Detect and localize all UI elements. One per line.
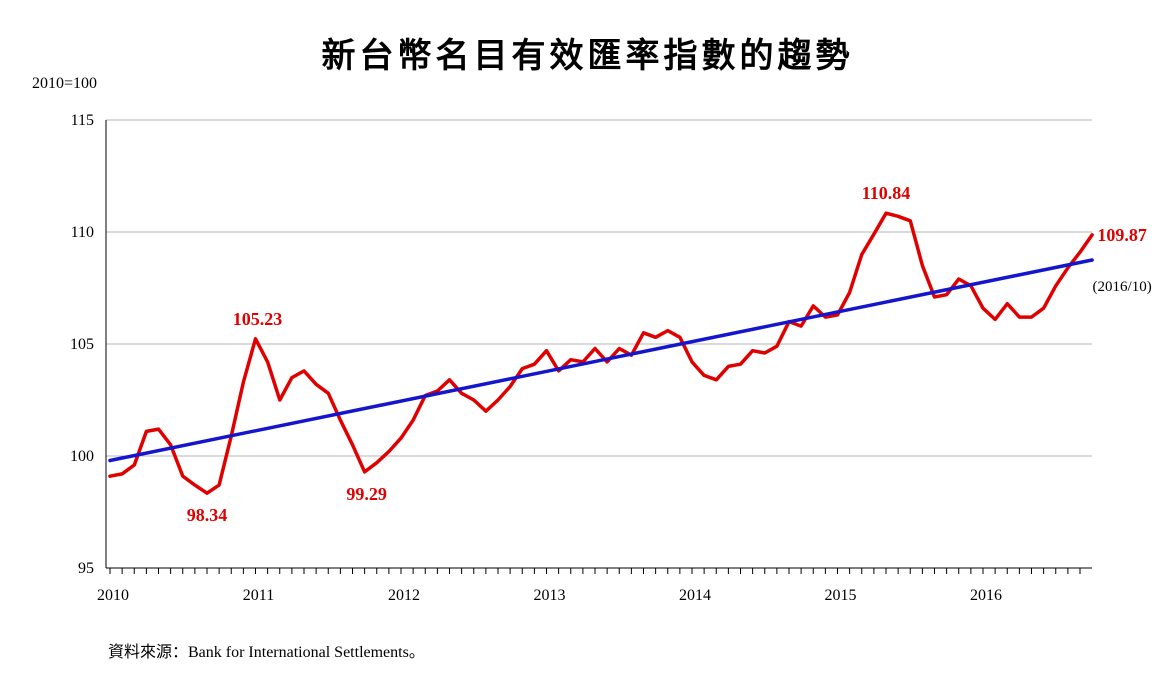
series-layer: [108, 211, 1094, 495]
chart-title: 新台幣名目有效匯率指數的趨勢: [321, 36, 854, 76]
data-label: 99.29: [346, 484, 387, 504]
axes: [105, 120, 1092, 574]
unit-label: 2010=100: [32, 75, 98, 92]
data-label: 98.34: [187, 505, 228, 525]
y-tick-label: 110: [71, 224, 94, 241]
x-tick-label: 2014: [679, 587, 711, 604]
series-line: [108, 211, 1094, 495]
data-label: 109.87: [1097, 225, 1147, 245]
x-tick-label: 2013: [534, 587, 566, 604]
source-note: 資料來源：Bank for International Settlements。: [108, 644, 425, 661]
y-tick-label: 105: [70, 336, 94, 353]
date-note: (2016/10): [1093, 279, 1152, 295]
y-tick-label: 100: [70, 448, 94, 465]
x-tick-label: 2015: [825, 587, 857, 604]
gridlines: [106, 119, 1092, 457]
annotations: 98.34 105.23 99.29 110.84 109.87 (2016/10): [187, 183, 1152, 525]
x-tick-label: 2012: [388, 587, 420, 604]
data-label: 105.23: [233, 309, 283, 329]
trend-line: [108, 258, 1094, 463]
x-tick-label: 2010: [97, 587, 129, 604]
y-tick-label: 115: [71, 112, 94, 129]
x-tick-label: 2011: [243, 587, 274, 604]
x-axis-ticks: 2010 2011 2012 2013 2014 2015 2016: [97, 587, 1002, 604]
y-axis-ticks: 95 100 105 110 115: [70, 112, 94, 577]
y-tick-label: 95: [78, 560, 94, 577]
x-tick-label: 2016: [970, 587, 1002, 604]
data-label: 110.84: [862, 183, 911, 203]
